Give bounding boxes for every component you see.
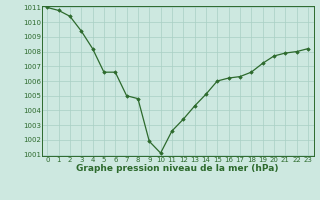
- X-axis label: Graphe pression niveau de la mer (hPa): Graphe pression niveau de la mer (hPa): [76, 164, 279, 173]
